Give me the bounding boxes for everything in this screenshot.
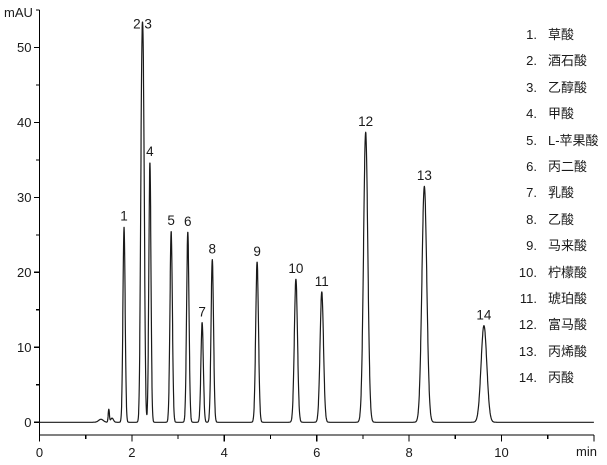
y-tick-label: 0 — [24, 415, 31, 430]
legend-item: 14. 丙酸 — [503, 370, 574, 385]
peak-label-14: 14 — [476, 308, 492, 323]
legend-item-number: 4. — [526, 106, 537, 122]
legend-item-name: 乳酸 — [548, 185, 575, 201]
legend-item: 9. 马来酸 — [503, 238, 587, 253]
legend-item-number: 8. — [526, 211, 537, 227]
legend-item-name: 草酸 — [548, 27, 575, 42]
peak-label-13: 13 — [417, 168, 432, 183]
legend-item: 3. 乙醇酸 — [503, 80, 587, 95]
x-tick-label: 6 — [313, 445, 320, 460]
legend-item-number: 3. — [526, 79, 537, 95]
legend-item: 2. 酒石酸 — [503, 53, 587, 68]
legend-item-name: 柠檬酸 — [548, 264, 588, 280]
y-axis-unit-label: mAU — [4, 5, 33, 20]
legend-item-name: 乙醇酸 — [548, 79, 588, 95]
legend-item-name: 乙酸 — [548, 211, 575, 227]
legend-item: 5. L-苹果酸 — [503, 132, 599, 148]
legend-item: 12. 富马酸 — [503, 317, 587, 332]
peak-label-8: 8 — [209, 242, 217, 257]
legend-item-number: 5. — [526, 132, 537, 148]
x-axis-unit-label: min — [576, 444, 597, 459]
legend-item-number: 14. — [518, 370, 537, 386]
peak-label-11: 11 — [315, 274, 329, 289]
y-tick-label: 20 — [17, 265, 31, 280]
legend-item-name: 马来酸 — [548, 238, 588, 254]
peak-label-2-3: 2,3 — [133, 17, 152, 32]
peak-number-labels: 1 2,3 4 5 6 7 8 9 10 11 12 13 14 — [120, 17, 492, 323]
legend-item: 8. 乙酸 — [503, 212, 574, 227]
x-tick-label: 8 — [405, 445, 412, 460]
legend-item: 11. 琥珀酸 — [503, 291, 587, 306]
legend-item-number: 6. — [526, 159, 537, 174]
peak-label-9: 9 — [253, 244, 261, 259]
chromatogram-trace — [39, 21, 595, 423]
tick-labels: 0 10 20 30 40 50 0 2 4 6 8 10 — [17, 40, 509, 460]
legend-item: 4. 甲酸 — [503, 106, 574, 121]
peak-label-6: 6 — [184, 214, 192, 229]
axis-ticks — [34, 9, 595, 442]
legend-item-number: 1. — [526, 27, 537, 42]
legend-item-name: 琥珀酸 — [548, 291, 588, 306]
x-tick-label: 10 — [494, 445, 508, 460]
legend-item-number: 13. — [518, 343, 537, 359]
peak-label-4: 4 — [146, 144, 154, 159]
peak-label-10: 10 — [288, 261, 303, 276]
legend-item-number: 12. — [518, 317, 537, 333]
x-tick-label: 0 — [36, 445, 43, 460]
legend-item: 1. 草酸 — [503, 27, 574, 42]
legend-item-name: 丙二酸 — [548, 159, 588, 174]
legend-item: 10. 柠檬酸 — [503, 265, 587, 280]
legend-item: 13. 丙烯酸 — [503, 344, 587, 359]
legend-item-number: 11. — [519, 291, 537, 306]
legend-item-name: L-苹果酸 — [548, 132, 599, 148]
legend-item: 7. 乳酸 — [503, 185, 574, 200]
x-tick-label: 2 — [128, 445, 135, 460]
legend-item: 6. 丙二酸 — [503, 159, 587, 174]
y-tick-label: 30 — [17, 190, 31, 205]
legend-item-name: 富马酸 — [548, 317, 588, 333]
peak-label-5: 5 — [167, 213, 175, 228]
peak-label-7: 7 — [198, 305, 206, 320]
legend-item-name: 甲酸 — [548, 106, 575, 122]
y-tick-label: 10 — [17, 340, 31, 355]
peak-label-1: 1 — [120, 209, 128, 224]
legend-item-number: 9. — [526, 238, 537, 254]
legend-item-name: 丙烯酸 — [548, 343, 588, 359]
legend-item-name: 酒石酸 — [548, 53, 588, 69]
y-tick-label: 50 — [17, 40, 31, 55]
x-tick-label: 4 — [221, 445, 228, 460]
legend-item-number: 10. — [518, 264, 537, 280]
legend-item-number: 7. — [526, 185, 537, 201]
y-tick-label: 40 — [17, 115, 31, 130]
legend-item-number: 2. — [526, 53, 537, 69]
legend-item-name: 丙酸 — [548, 370, 575, 386]
peak-label-12: 12 — [358, 114, 373, 129]
